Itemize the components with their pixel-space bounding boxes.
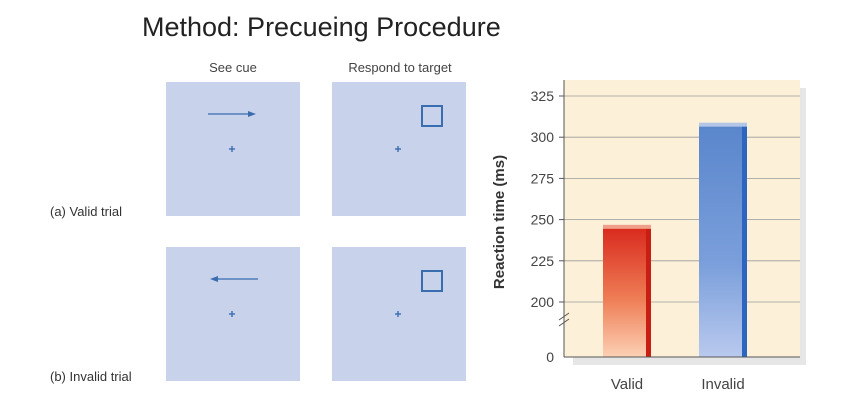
target-square-icon xyxy=(395,270,443,317)
y-tick-label: 250 xyxy=(531,212,555,228)
invalid-trial-label: (b) Invalid trial xyxy=(50,369,132,384)
y-tick-labels: 325 300 275 250 225 200 xyxy=(531,88,555,310)
x-category-label: Valid xyxy=(611,376,643,393)
valid-cue-panel xyxy=(166,82,300,216)
bar-valid xyxy=(603,227,651,357)
page-title: Method: Precueing Procedure xyxy=(142,12,501,42)
valid-trial-label: (a) Valid trial xyxy=(50,204,123,219)
column-header-respond: Respond to target xyxy=(348,60,452,75)
left-arrow-cue-icon xyxy=(210,276,258,317)
right-arrow-cue-icon xyxy=(208,111,256,152)
valid-target-panel xyxy=(332,82,466,216)
x-category-labels: Valid Invalid xyxy=(611,376,745,393)
y-tick-label: 325 xyxy=(531,88,555,104)
target-square-icon xyxy=(395,105,443,152)
bar-cap-valid xyxy=(603,224,651,229)
column-header-cue: See cue xyxy=(209,60,257,75)
y-tick-label-zero: 0 xyxy=(546,349,554,365)
bar-edge-valid xyxy=(646,227,651,357)
y-tick-label: 275 xyxy=(531,170,555,186)
bar-edge-invalid xyxy=(742,125,747,357)
bar-cap-invalid xyxy=(699,122,747,127)
y-tick-label: 200 xyxy=(531,294,555,310)
invalid-cue-panel xyxy=(166,247,300,381)
chart-background xyxy=(564,80,800,357)
chart-bars xyxy=(603,122,747,357)
x-category-label: Invalid xyxy=(701,376,744,393)
y-tick-label: 225 xyxy=(531,253,555,269)
axis-break-icon xyxy=(558,312,570,327)
y-tick-label: 300 xyxy=(531,129,555,145)
invalid-target-panel xyxy=(332,247,466,381)
bar-invalid xyxy=(699,125,747,357)
y-axis-title: Reaction time (ms) xyxy=(491,155,508,289)
reaction-time-chart: 325 300 275 250 225 200 0 Valid Invalid Reacti… xyxy=(491,80,806,393)
